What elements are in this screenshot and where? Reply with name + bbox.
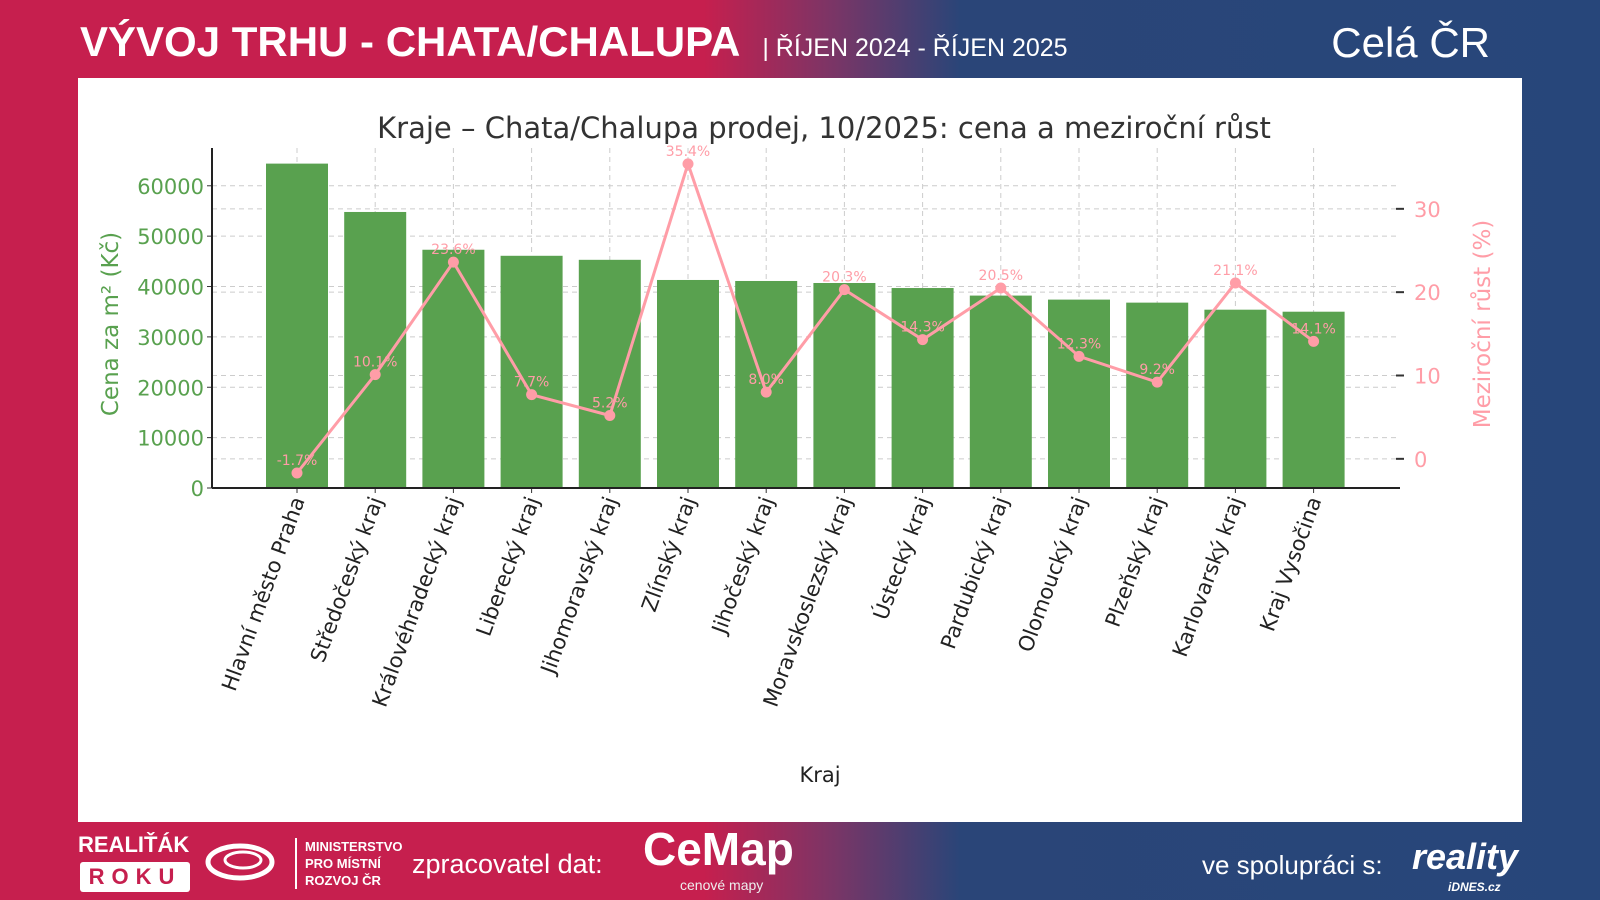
y-tick-label: 20000	[137, 376, 204, 400]
y-tick-label: 30000	[137, 326, 204, 350]
y-axis-label: Cena za m² (Kč)	[98, 232, 124, 416]
growth-point	[369, 369, 381, 381]
bar	[266, 163, 328, 489]
y2-axis-label: Meziroční růst (%)	[1469, 220, 1496, 429]
cemap-logo: CeMap	[643, 823, 794, 875]
x-tick-label: Pardubický kraj	[936, 494, 1013, 653]
bar	[657, 279, 719, 488]
growth-data-label: 12.3%	[1057, 336, 1101, 352]
y2-tick-label: 10	[1414, 365, 1441, 389]
cemap-logo-subtitle: cenové mapy	[680, 877, 764, 893]
bar	[344, 211, 407, 488]
x-tick-label: Kraj Vysočina	[1255, 494, 1326, 635]
ministry-logo-text: MINISTERSTVO PRO MÍSTNÍ ROZVOJ ČR	[295, 838, 403, 889]
growth-data-label: 8.0%	[748, 372, 784, 388]
growth-point	[1073, 350, 1085, 362]
bar	[422, 249, 485, 488]
x-tick-label: Karlovarský kraj	[1168, 494, 1248, 661]
x-tick-label: Středočeský kraj	[306, 494, 388, 666]
y2-tick-label: 20	[1414, 281, 1441, 305]
y-tick-label: 60000	[137, 175, 204, 199]
growth-point	[917, 334, 929, 346]
x-tick-label: Liberecký kraj	[472, 494, 545, 640]
growth-point	[760, 386, 772, 398]
growth-point	[1151, 376, 1163, 388]
bar	[891, 288, 954, 488]
growth-data-label: -1.7%	[277, 453, 318, 469]
growth-data-label: 35.4%	[666, 144, 710, 160]
partner-label: ve spolupráci s:	[1202, 850, 1383, 880]
period-label: | ŘÍJEN 2024 - ŘÍJEN 2025	[762, 34, 1068, 62]
growth-point	[447, 256, 459, 268]
growth-point	[1229, 277, 1241, 289]
bar	[500, 255, 563, 488]
ministry-emblem-icon	[205, 843, 275, 881]
reality-logo-subtitle: iDNES.cz	[1448, 880, 1501, 894]
y2-tick-label: 30	[1414, 198, 1441, 222]
y-tick-label: 0	[191, 477, 204, 501]
growth-point	[995, 282, 1007, 294]
growth-point	[682, 158, 694, 170]
ministry-line: PRO MÍSTNÍ	[305, 856, 381, 871]
bar	[1126, 302, 1189, 488]
chart-title: Kraje – Chata/Chalupa prodej, 10/2025: c…	[377, 111, 1271, 145]
bar	[969, 295, 1032, 488]
growth-point	[838, 284, 850, 296]
growth-point	[604, 410, 616, 421]
y-tick-label: 40000	[137, 276, 204, 300]
x-axis-label: Kraj	[799, 763, 840, 787]
growth-data-label: 23.6%	[431, 242, 475, 258]
header-left: VÝVOJ TRHU - CHATA/CHALUPA | ŘÍJEN 2024 …	[80, 16, 1068, 68]
reality-logo: reality	[1412, 836, 1519, 877]
growth-data-label: 14.3%	[900, 320, 944, 336]
growth-data-label: 20.3%	[822, 270, 866, 286]
growth-point	[291, 467, 303, 479]
growth-data-label: 21.1%	[1213, 263, 1257, 279]
x-tick-label: Hlavní město Praha	[217, 494, 310, 695]
bar	[1048, 299, 1110, 488]
x-tick-label: Jihočeský kraj	[707, 494, 779, 639]
x-tick-label: Ústecký kraj	[868, 493, 936, 623]
region-label: Celá ČR	[1331, 19, 1490, 66]
growth-point	[1308, 335, 1320, 347]
x-tick-label: Jihomoravský kraj	[536, 494, 623, 679]
growth-data-label: 10.1%	[353, 355, 397, 371]
x-tick-label: Plzeňský kraj	[1101, 494, 1170, 631]
growth-data-label: 20.5%	[979, 268, 1023, 284]
ministry-line: MINISTERSTVO	[305, 839, 403, 854]
x-tick-label: Moravskoslezský kraj	[759, 494, 857, 711]
y2-tick-label: 0	[1414, 448, 1427, 472]
bar	[578, 259, 641, 488]
page-title: VÝVOJ TRHU - CHATA/CHALUPA	[80, 18, 741, 65]
growth-data-label: 9.2%	[1139, 362, 1175, 378]
x-tick-label: Olomoucký kraj	[1013, 494, 1091, 656]
processor-label: zpracovatel dat:	[412, 849, 603, 879]
bar	[1204, 309, 1267, 488]
growth-data-label: 14.1%	[1291, 321, 1335, 337]
growth-line	[295, 159, 1315, 474]
x-tick-label: Královéhradecký kraj	[368, 494, 466, 711]
growth-point	[526, 389, 538, 401]
growth-data-label: 7.7%	[514, 375, 550, 391]
bar	[735, 280, 798, 488]
award-logo-line1: REALIŤÁK	[78, 832, 190, 857]
ministry-line: ROZVOJ ČR	[305, 873, 381, 888]
x-tick-label: Zlínský kraj	[637, 494, 701, 615]
y-tick-label: 10000	[137, 427, 204, 451]
award-logo-line2: ROKU	[80, 862, 190, 892]
y-tick-label: 50000	[137, 225, 204, 249]
bar	[813, 282, 876, 488]
growth-data-label: 5.2%	[592, 396, 628, 412]
